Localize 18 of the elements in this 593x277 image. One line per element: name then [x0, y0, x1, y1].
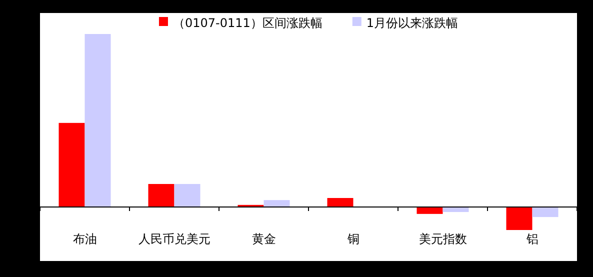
bar: [416, 207, 443, 214]
bar: [84, 34, 111, 207]
bar: [174, 184, 200, 207]
x-tick-label: 黄金: [252, 232, 276, 246]
x-tick-label: 美元指数: [418, 232, 467, 246]
bar: [58, 122, 85, 207]
legend-label: 1月份以来涨跌幅: [366, 16, 458, 30]
bar: [148, 184, 174, 207]
legend-label: （0107-0111）区间涨跌幅: [172, 16, 322, 30]
x-tick-label: 布油: [72, 232, 97, 246]
bar: [327, 198, 354, 207]
bar: [442, 207, 469, 212]
bar: [532, 207, 558, 218]
x-tick-label: 铝: [525, 232, 538, 246]
x-tick-label: 人民币兑美元: [138, 232, 210, 246]
bar: [506, 207, 532, 230]
x-tick-label: 铜: [346, 232, 360, 246]
bar: [264, 200, 290, 207]
